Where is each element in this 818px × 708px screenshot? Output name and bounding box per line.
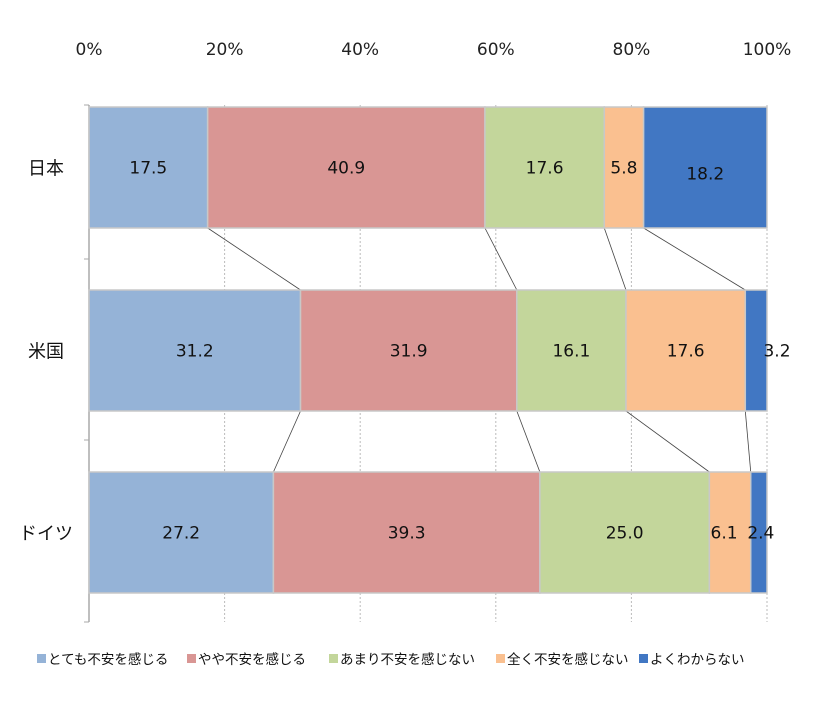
bar-segment: [88, 289, 302, 412]
data-label: 2.4: [747, 524, 774, 544]
series-line: [273, 410, 301, 473]
legend-label: あまり不安を感じない: [340, 651, 475, 668]
data-label: 18.2: [686, 165, 724, 185]
category-label: 日本: [28, 159, 64, 180]
bar-segment: [625, 289, 747, 412]
bar-segment: [88, 106, 209, 229]
data-label: 27.2: [162, 524, 200, 544]
bar-segment: [749, 471, 768, 594]
data-label: 31.9: [390, 342, 428, 362]
legend-label: やや不安を感じる: [198, 651, 306, 668]
legend-swatch: [639, 654, 648, 663]
category-label: ドイツ: [19, 524, 73, 545]
bar-segment: [484, 106, 606, 229]
series-line: [643, 227, 746, 291]
data-label: 6.1: [711, 524, 738, 544]
x-tick-label: 60%: [477, 40, 515, 60]
data-label: 17.6: [667, 342, 705, 362]
data-label: 31.2: [176, 342, 214, 362]
data-label: 17.6: [526, 159, 564, 179]
series-line: [603, 227, 627, 291]
legend-label: とても不安を感じる: [48, 651, 168, 668]
series-line: [484, 227, 518, 291]
series-line: [744, 410, 752, 473]
data-label: 40.9: [327, 159, 365, 179]
bar-segment: [539, 471, 711, 594]
series-line: [516, 410, 541, 473]
data-label: 16.1: [552, 342, 590, 362]
x-tick-label: 80%: [613, 40, 651, 60]
data-label: 17.5: [129, 159, 167, 179]
series-line: [207, 227, 301, 291]
data-label: 25.0: [606, 524, 644, 544]
bar-segment: [299, 289, 518, 412]
legend-label: よくわからない: [650, 652, 745, 668]
bar-segment: [708, 471, 752, 594]
bar-segment: [642, 106, 768, 229]
x-tick-label: 0%: [76, 40, 103, 60]
bar-segment: [744, 289, 768, 412]
legend-swatch: [37, 654, 46, 663]
legend-swatch: [187, 654, 196, 663]
data-label: 5.8: [610, 159, 637, 179]
bar-segment: [272, 471, 541, 594]
legend-label: 全く不安を感じない: [507, 651, 629, 668]
x-tick-label: 20%: [206, 40, 244, 60]
x-tick-label: 100%: [743, 40, 792, 60]
data-label: 3.2: [763, 342, 790, 362]
x-tick-label: 40%: [341, 40, 379, 60]
legend-swatch: [329, 654, 338, 663]
category-label: 米国: [28, 342, 64, 363]
series-line: [625, 410, 710, 473]
bar-segment: [206, 106, 486, 229]
data-label: 39.3: [388, 524, 426, 544]
legend-swatch: [496, 654, 505, 663]
